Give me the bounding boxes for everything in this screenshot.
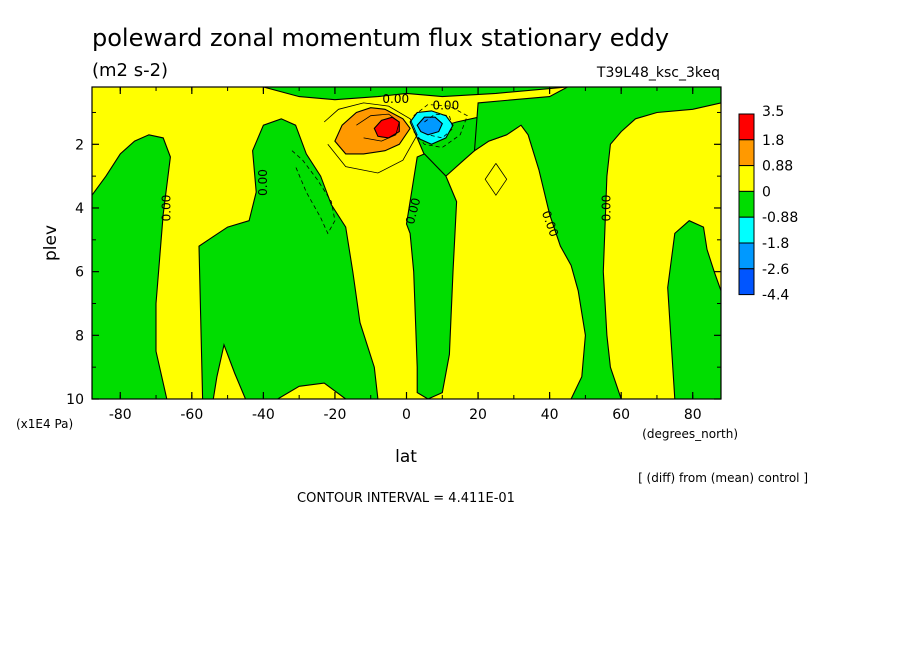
contour-lines: [291, 102, 508, 235]
contour-line-0: [323, 102, 418, 174]
color-legend: 3.5 1.8 0.88 0 -0.88 -1.8 -2.6 -4.4: [738, 104, 798, 304]
legend-label-5: -1.8: [762, 236, 789, 252]
contour-region-5: [667, 220, 721, 399]
contour-line-1: [356, 113, 400, 142]
contour-line-3: [413, 104, 468, 148]
contour-region-1: [198, 118, 379, 399]
contour-labels: 0.00 0.000.000.000.00 0.000.00: [159, 92, 613, 238]
experiment-label: T39L48_ksc_3keq: [596, 65, 720, 81]
contour-line-4: [424, 113, 454, 139]
legend-swatch-5: [738, 242, 755, 270]
x-axis-units: (degrees_north): [642, 427, 738, 441]
legend-label-3: 0: [762, 184, 771, 200]
chart-units: (m2 s-2): [92, 60, 168, 81]
y-tick-label: 2: [75, 137, 84, 153]
legend-swatch-3: [738, 190, 755, 218]
x-tick-label: -40: [252, 407, 275, 423]
x-tick-label: 20: [469, 407, 487, 423]
diff-note: [ (diff) from (mean) control ]: [638, 471, 808, 485]
contour-interval: CONTOUR INTERVAL = 4.411E-01: [297, 491, 515, 506]
y-tick-label: 10: [66, 392, 84, 408]
legend-swatch-4: [738, 216, 755, 244]
plot-background: [92, 87, 721, 399]
y-tick-label: 8: [75, 328, 84, 344]
x-axis-label: lat: [395, 447, 417, 467]
y-axis-units: (x1E4 Pa): [16, 417, 73, 431]
contour-region-6: [92, 87, 568, 101]
contour-region-3: [473, 87, 721, 399]
y-axis: 2 4 6 8 10: [66, 111, 721, 408]
contour-label-2: 0.00: [159, 195, 173, 222]
plot-area: 0.00 0.000.000.000.00 0.000.00: [91, 86, 722, 400]
contour-region-10: [416, 116, 443, 136]
contour-region-4: [405, 153, 458, 399]
x-tick-label: 60: [612, 407, 630, 423]
y-axis-label: plev: [41, 225, 61, 261]
contour-region-0: [92, 134, 171, 399]
filled-regions: [92, 87, 721, 399]
contour-label-3: 0.00: [256, 169, 270, 196]
contour-line-2: [291, 150, 336, 235]
legend-label-4: -0.88: [762, 210, 798, 226]
contour-label-6: 0.00: [599, 195, 613, 222]
legend-swatch-1: [738, 139, 755, 167]
x-tick-label: 80: [684, 407, 702, 423]
legend-label-2: 0.88: [762, 159, 793, 175]
x-tick-label: 0: [402, 407, 411, 423]
chart-title: poleward zonal momentum flux stationary …: [92, 24, 669, 52]
contour-region-8: [373, 116, 400, 139]
x-tick-label: 40: [541, 407, 559, 423]
legend-swatch-0: [738, 113, 755, 141]
contour-label-0: 0.00: [382, 92, 409, 106]
x-axis: -80 -60 -40 -20 0 20 40 60 80: [109, 87, 702, 423]
x-tick-label: -20: [324, 407, 347, 423]
x-tick-label: -80: [109, 407, 132, 423]
y-tick-label: 6: [75, 265, 84, 281]
legend-label-0: 3.5: [762, 104, 784, 120]
legend-label-6: -2.6: [762, 262, 789, 278]
x-tick-label: -60: [180, 407, 203, 423]
legend-swatch-6: [738, 268, 755, 296]
legend-label-1: 1.8: [762, 133, 784, 149]
legend-swatch-2: [738, 165, 755, 192]
y-tick-label: 4: [75, 201, 84, 217]
legend-label-7: -4.4: [762, 288, 789, 304]
contour-label-4: 0.00: [403, 196, 423, 225]
contour-label-1: 0.00: [432, 99, 459, 113]
contour-line-5: [484, 163, 508, 196]
